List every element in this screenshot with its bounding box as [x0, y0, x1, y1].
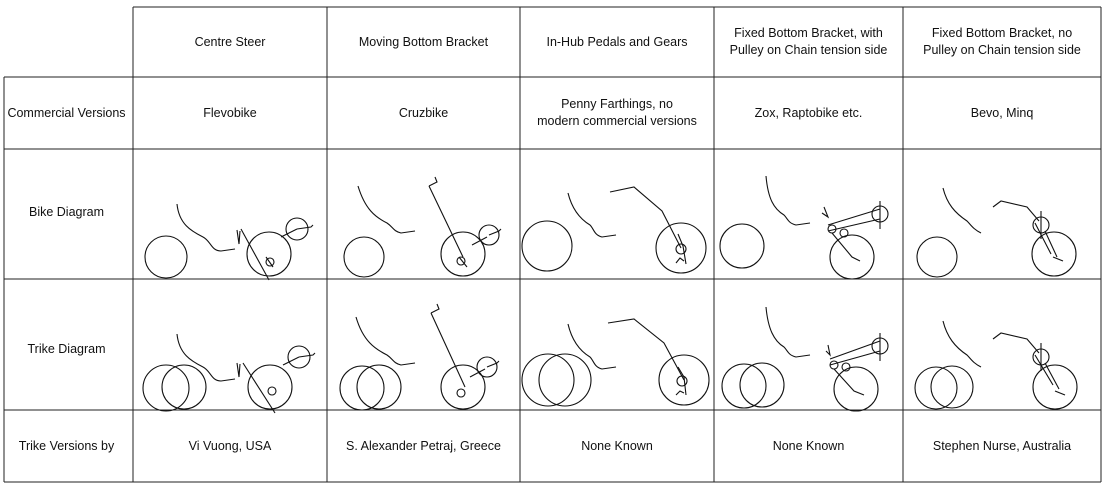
column-header-fixed-bb-with-pulley: Fixed Bottom Bracket, with Pulley on Cha… [729, 26, 888, 57]
column-header-moving-bottom-bracket: Moving Bottom Bracket [358, 34, 489, 49]
trike-diagram-fixed-bb-no-pulley [914, 320, 1078, 410]
trike-version-cell: None Known [772, 438, 845, 453]
commercial-version-cell: Cruzbike [398, 105, 449, 120]
column-header-in-hub-pedals: In-Hub Pedals and Gears [546, 34, 688, 49]
row-label-trike-diagram: Trike Diagram [27, 342, 106, 356]
commercial-version-cell: Bevo, Minq [970, 105, 1034, 120]
trike-version-cell: Vi Vuong, USA [188, 438, 272, 453]
trike-version-cell: Stephen Nurse, Australia [932, 438, 1072, 453]
column-header-centre-steer: Centre Steer [194, 34, 266, 49]
row-label-trike-versions: Trike Versions by [18, 438, 115, 453]
trike-diagram-fixed-bb-with-pulley [721, 306, 889, 412]
trike-version-cell: S. Alexander Petraj, Greece [346, 438, 501, 453]
trike-diagram-centre-steer [142, 333, 316, 414]
bike-diagram-in-hub-pedals [521, 186, 707, 274]
bike-diagram-fixed-bb-with-pulley [719, 175, 889, 280]
trike-version-cell: None Known [581, 438, 653, 453]
commercial-version-cell: Zox, Raptobike etc. [754, 105, 863, 120]
bike-diagram-moving-bottom-bracket [343, 176, 502, 278]
bike-diagram-fixed-bb-no-pulley [916, 187, 1077, 278]
row-label-bike-diagram: Bike Diagram [28, 205, 105, 219]
trike-diagram-in-hub-pedals [521, 318, 710, 407]
column-header-fixed-bb-no-pulley: Fixed Bottom Bracket, no Pulley on Chain… [923, 26, 1081, 57]
commercial-version-cell: Flevobike [203, 105, 257, 120]
bike-diagram-centre-steer [144, 203, 314, 281]
row-label-commercial-versions: Commercial Versions [7, 105, 126, 120]
trike-diagram-moving-bottom-bracket [339, 303, 500, 411]
commercial-version-cell: Penny Farthings, no modern commercial ve… [537, 97, 697, 128]
